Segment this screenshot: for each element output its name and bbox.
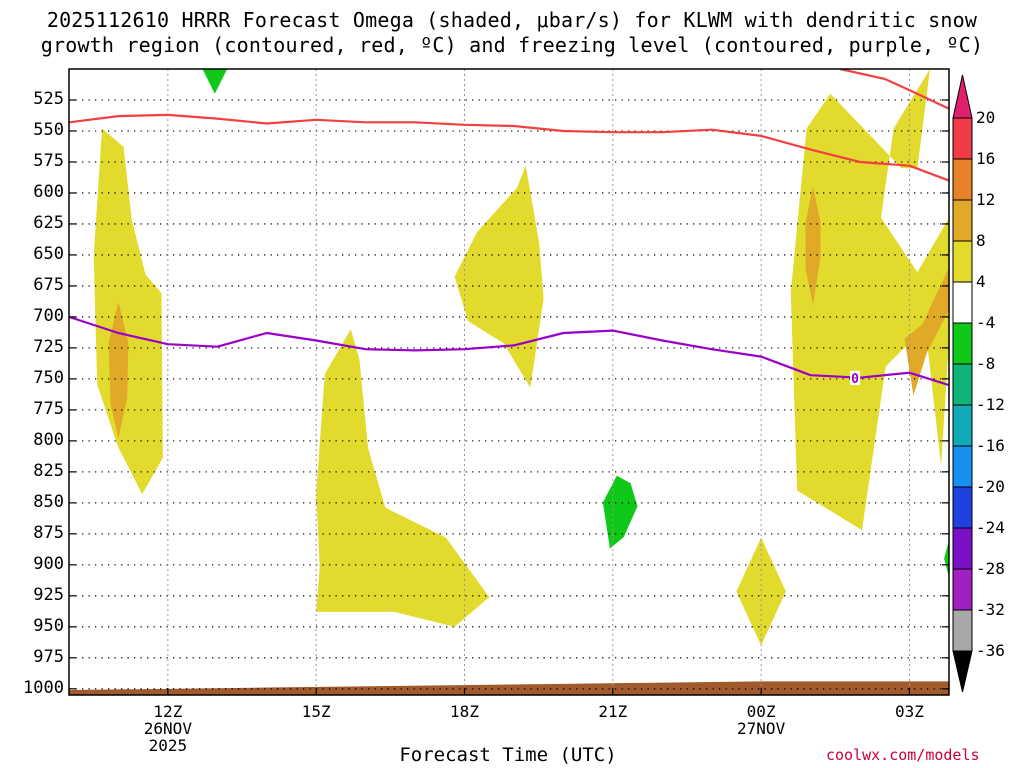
y-tick-label: 725 <box>33 336 64 357</box>
x-tick-time: 00Z <box>746 702 776 721</box>
colorbar-label: -32 <box>976 600 1005 619</box>
y-tick-label: 750 <box>33 367 64 388</box>
x-tick-label-21z: 21Z <box>573 703 653 720</box>
colorbar-swatch <box>952 568 973 611</box>
shaded-omega-4-8-near-00z <box>736 537 786 646</box>
colorbar-label: 12 <box>976 190 996 209</box>
plot-frame <box>68 68 950 696</box>
colorbar-label: -4 <box>976 313 996 332</box>
y-tick-label: 600 <box>33 181 64 202</box>
y-tick-label: 675 <box>33 274 64 295</box>
y-tick-label: 925 <box>33 584 64 605</box>
x-tick-time: 12Z <box>153 702 183 721</box>
chart-title-line-1: 2025112610 HRRR Forecast Omega (shaded, … <box>46 8 978 32</box>
contour-label-bg <box>850 370 861 385</box>
x-tick-date: 26NOV <box>143 719 192 738</box>
colorbar-swatch <box>952 445 973 488</box>
x-axis-label: Forecast Time (UTC) <box>399 744 617 766</box>
colorbar-label: 4 <box>976 272 986 291</box>
plot-area: 0 <box>69 69 949 695</box>
x-tick-date: 27NOV <box>737 719 786 738</box>
y-tick-label: 825 <box>33 460 64 481</box>
shaded-omega-4-to-8-near-21z <box>602 475 638 549</box>
y-tick-label: 575 <box>33 150 64 171</box>
colorbar-label: -36 <box>976 641 1005 660</box>
y-tick-label: 1000 <box>23 677 64 698</box>
shaded-omega-4-8-near-16z <box>316 329 490 627</box>
colorbar-label: 16 <box>976 149 996 168</box>
x-tick-time: 03Z <box>894 702 924 721</box>
colorbar-swatch <box>952 158 973 201</box>
colorbar-swatch <box>952 240 973 283</box>
colorbar-swatch <box>952 322 973 365</box>
shaded-omega-4-to-8-near-13z <box>202 69 228 94</box>
colorbar-swatch <box>952 117 973 160</box>
x-tick-label-12z: 12Z 26NOV 2025 <box>128 703 208 754</box>
y-tick-label: 950 <box>33 615 64 636</box>
x-tick-year: 2025 <box>148 736 188 755</box>
x-tick-time: 21Z <box>598 702 628 721</box>
y-tick-label: 625 <box>33 212 64 233</box>
colorbar-top-arrow <box>952 74 973 119</box>
contour-freezing-level-0c-purple- <box>69 315 949 387</box>
x-tick-label-00z: 00Z 27NOV <box>721 703 801 737</box>
colorbar-label: -28 <box>976 559 1005 578</box>
y-tick-label: 650 <box>33 243 64 264</box>
shaded-omega-4-8-after-01z <box>790 69 949 531</box>
chart-title-line-2: growth region (contoured, red, ºC) and f… <box>40 33 984 57</box>
x-tick-label-18z: 18Z <box>425 703 505 720</box>
colorbar-label: -8 <box>976 354 996 373</box>
contour-label: 0 <box>851 372 859 387</box>
colorbar-label: -16 <box>976 436 1005 455</box>
shaded-omega-8-12-near-03z <box>904 267 949 396</box>
x-tick-label-03z: 03Z <box>869 703 949 720</box>
colorbar-swatch <box>952 486 973 529</box>
y-tick-label: 525 <box>33 88 64 109</box>
colorbar-swatch <box>952 363 973 406</box>
y-tick-label: 800 <box>33 429 64 450</box>
x-tick-label-15z: 15Z <box>276 703 356 720</box>
y-tick-label: 975 <box>33 646 64 667</box>
colorbar-bottom-arrow <box>952 650 973 693</box>
shaded-omega-4-8-near-19z <box>454 165 544 388</box>
y-tick-label: 775 <box>33 398 64 419</box>
colorbar-label: -24 <box>976 518 1005 537</box>
y-tick-label: 550 <box>33 119 64 140</box>
y-tick-label: 900 <box>33 553 64 574</box>
y-tick-label: 850 <box>33 491 64 512</box>
colorbar-swatch <box>952 199 973 242</box>
y-tick-label: 875 <box>33 522 64 543</box>
contour-snow-growth-12c-red- <box>69 113 949 182</box>
x-tick-time: 18Z <box>450 702 479 721</box>
colorbar-swatch <box>952 609 973 652</box>
shaded-omega-4-8-near-11z <box>93 128 163 495</box>
colorbar-label: -20 <box>976 477 1005 496</box>
credit-link[interactable]: coolwx.com/models <box>826 746 980 764</box>
colorbar-label: -12 <box>976 395 1005 414</box>
colorbar-swatch <box>952 527 973 570</box>
shaded-omega-8-12-near-01z <box>805 186 821 305</box>
colorbar-label: 8 <box>976 231 986 250</box>
colorbar-label: 20 <box>976 108 996 127</box>
ground-terrain <box>69 681 949 695</box>
colorbar-swatch <box>952 281 973 324</box>
shaded-omega-4-to-8-near-04z <box>944 540 949 578</box>
contour-snow-growth-18c-red-upper- <box>839 69 949 110</box>
shaded-omega-8-12-near-11z <box>108 302 129 439</box>
x-tick-time: 15Z <box>301 702 331 721</box>
y-tick-label: 700 <box>33 305 64 326</box>
colorbar-swatch <box>952 404 973 447</box>
